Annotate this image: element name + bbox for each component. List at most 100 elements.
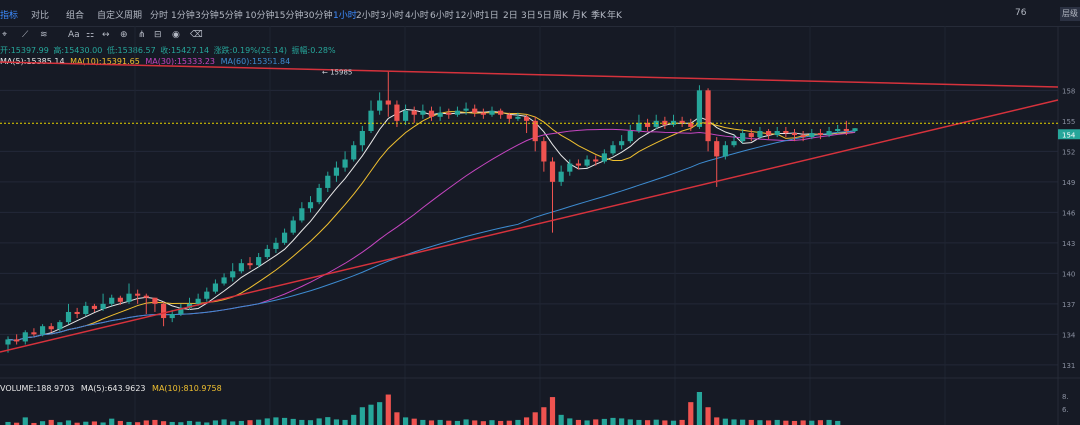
period-tab[interactable]: 5分钟 xyxy=(219,11,243,21)
measure-icon[interactable]: ↔ xyxy=(102,30,110,40)
lock-icon[interactable]: ⊟ xyxy=(154,30,162,40)
period-tab[interactable]: 10分钟 xyxy=(245,11,275,21)
candle xyxy=(852,128,858,131)
zoom-icon[interactable]: ⊕ xyxy=(120,30,128,40)
delete-icon[interactable]: ⌫ xyxy=(190,30,203,40)
period-tab[interactable]: 1小时 xyxy=(333,11,357,21)
y-tick-label: 158 xyxy=(1062,87,1075,95)
volume-bar xyxy=(14,422,20,425)
volume-bar xyxy=(800,420,806,425)
visibility-icon[interactable]: ◉ xyxy=(172,30,180,40)
period-tab[interactable]: 1日 xyxy=(484,11,499,21)
candle xyxy=(135,293,141,296)
candle xyxy=(653,120,659,127)
period-tab[interactable]: 分时 xyxy=(150,11,169,21)
period-tab[interactable]: 2日 xyxy=(503,11,518,21)
tab-compare[interactable]: 对比 xyxy=(31,11,50,21)
volume-bar xyxy=(748,419,754,425)
volume-bar xyxy=(264,418,270,425)
volume-tick-label: 6. xyxy=(1062,406,1069,414)
candle xyxy=(14,339,20,342)
candle xyxy=(567,163,573,172)
volume-bar xyxy=(247,420,253,425)
period-tab[interactable]: 年K xyxy=(607,11,622,21)
candle xyxy=(757,131,763,138)
volume-bar xyxy=(368,404,374,425)
tab-combine[interactable]: 组合 xyxy=(66,11,85,21)
candle xyxy=(627,131,633,142)
volume-bar xyxy=(532,412,538,425)
volume-bar xyxy=(135,422,141,425)
volume-bar xyxy=(549,397,556,425)
change-value: 涨跌:0.19%(29.14) xyxy=(213,46,287,55)
grid-tool-icon[interactable]: ⚏ xyxy=(86,30,95,40)
period-tab[interactable]: 5日 xyxy=(537,11,552,21)
period-tab[interactable]: 1分钟 xyxy=(171,11,195,21)
high-value: 高:15430.00 xyxy=(53,46,103,55)
candle xyxy=(359,131,365,146)
candle xyxy=(152,297,158,304)
open-value: 开:15397.99 xyxy=(0,46,49,55)
line-tool-icon[interactable]: ⟋ xyxy=(22,30,29,40)
volume-bar xyxy=(385,394,391,425)
candle xyxy=(722,145,728,157)
volume-bar xyxy=(765,420,772,425)
volume-tick-label: 8. xyxy=(1062,393,1069,401)
ohlc-legend: 开:15397.99 高:15430.00 低:15386.57 收:15427… xyxy=(0,45,338,57)
custom-period-button[interactable]: 自定义周期 xyxy=(97,11,143,21)
volume-bar xyxy=(489,420,495,425)
volume-bar xyxy=(359,407,365,425)
candle xyxy=(791,133,798,136)
candle xyxy=(109,297,115,304)
candle xyxy=(316,187,322,203)
volume-bar xyxy=(506,420,512,425)
period-tab[interactable]: 12小时 xyxy=(455,11,485,21)
volume-bar xyxy=(57,422,63,425)
candle xyxy=(783,131,789,134)
period-tab[interactable]: 4小时 xyxy=(405,11,429,21)
volume-bar xyxy=(601,418,607,425)
volume-bar xyxy=(835,420,841,425)
volume-bar xyxy=(411,418,417,425)
period-tab[interactable]: 6小时 xyxy=(430,11,454,21)
magnet-icon[interactable]: ⋔ xyxy=(138,30,146,40)
candle xyxy=(325,175,331,188)
period-tab[interactable]: 2小时 xyxy=(356,11,380,21)
tab-indicators[interactable]: 指标 xyxy=(0,11,19,21)
candle xyxy=(601,153,607,162)
crosshair-icon[interactable]: ⌖ xyxy=(2,30,8,40)
period-tab[interactable]: 3分钟 xyxy=(195,11,219,21)
y-tick-label: 137 xyxy=(1062,301,1075,309)
candle xyxy=(195,298,201,304)
candle xyxy=(584,159,590,166)
period-tab[interactable]: 季K xyxy=(591,11,606,21)
high-marker: ← 15985 xyxy=(322,69,352,77)
period-tab[interactable]: 30分钟 xyxy=(303,11,333,21)
y-tick-label: 155 xyxy=(1062,118,1075,126)
volume-bar xyxy=(515,419,521,425)
shape-tool-icon[interactable]: ≋ xyxy=(40,30,48,40)
volume-bar xyxy=(593,419,599,425)
layer-button[interactable]: 层级 xyxy=(1060,7,1080,21)
candle xyxy=(558,171,564,182)
period-tab[interactable]: 月K xyxy=(572,11,587,21)
period-tab[interactable]: 3日 xyxy=(521,11,536,21)
y-tick-label: 146 xyxy=(1062,209,1076,217)
volume-bar xyxy=(705,407,711,425)
candle xyxy=(186,303,193,308)
candle xyxy=(333,167,340,176)
period-tab[interactable]: 周K xyxy=(553,11,568,21)
volume-bar xyxy=(238,420,244,425)
volume-bar xyxy=(662,420,668,425)
volume-bar xyxy=(117,420,123,425)
candle xyxy=(238,263,244,272)
period-tab[interactable]: 3小时 xyxy=(380,11,404,21)
candle xyxy=(212,283,219,292)
y-tick-label: 140 xyxy=(1062,270,1075,278)
candle xyxy=(532,120,538,142)
text-tool-icon[interactable]: Aa xyxy=(68,30,80,40)
amplitude-value: 振幅:0.28% xyxy=(291,46,336,55)
volume-bar xyxy=(437,419,443,425)
period-tab[interactable]: 15分钟 xyxy=(274,11,304,21)
